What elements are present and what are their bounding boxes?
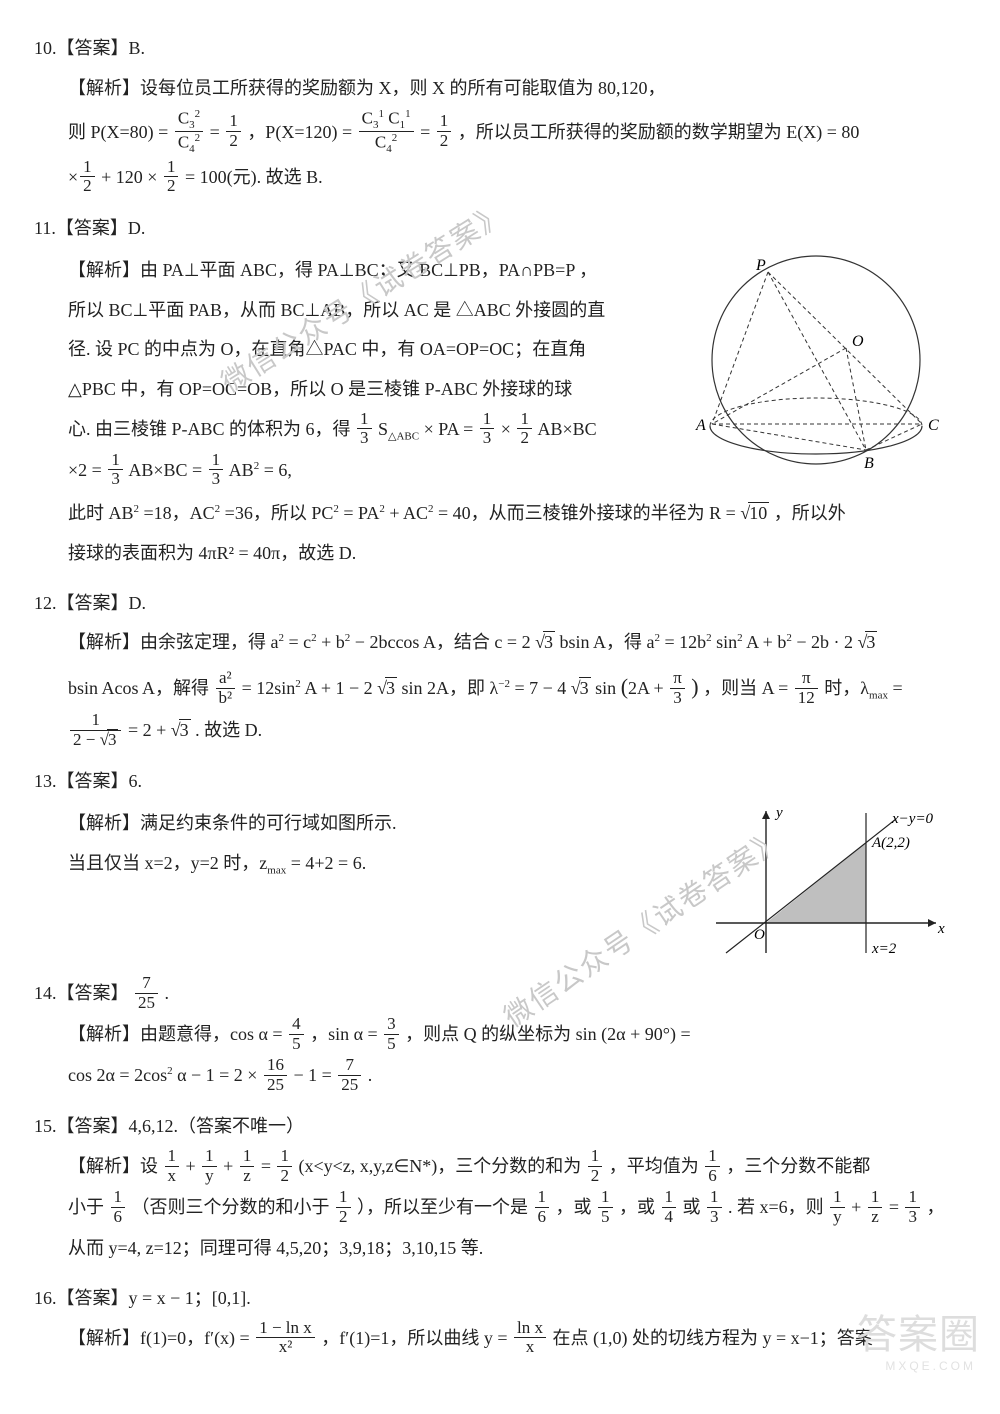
svg-text:y: y xyxy=(774,805,783,821)
text-line: 从而 y=4, z=12；同理可得 4,5,20；3,9,18；3,10,15 … xyxy=(68,1230,966,1268)
text-line: ×2 = 13 AB×BC = 13 AB2 = 6, xyxy=(68,452,654,491)
text-line: 心. 由三棱锥 P-ABC 的体积为 6，得 13 S△ABC × PA = 1… xyxy=(68,411,654,450)
svg-text:x: x xyxy=(937,921,945,937)
text-line: 【解析】由 PA⊥平面 ABC，得 PA⊥BC；又 BC⊥PB，PA∩PB=P … xyxy=(68,252,654,290)
label-P: P xyxy=(755,257,766,274)
figure-linear-program: O x y x−y=0 x=2 A(2,2) xyxy=(706,803,966,963)
text-line: 【解析】设 1x + 1y + 1z = 12 (x<y<z, x,y,z∈N*… xyxy=(68,1148,966,1187)
text-line: 接球的表面积为 4πR² = 40π，故选 D. xyxy=(68,535,966,573)
label-C: C xyxy=(928,417,939,434)
problem-12: 12.【答案】D. 【解析】由余弦定理，得 a2 = c2 + b2 − 2bc… xyxy=(34,585,966,752)
text-line: 【解析】由余弦定理，得 a2 = c2 + b2 − 2bccos A，结合 c… xyxy=(68,624,966,662)
svg-text:A(2,2): A(2,2) xyxy=(871,835,910,851)
text-line: 当且仅当 x=2，y=2 时，zmax = 4+2 = 6. xyxy=(68,845,694,883)
answer-header: 15.【答案】4,6,12.（答案不唯一） xyxy=(34,1108,966,1146)
svg-text:x=2: x=2 xyxy=(871,941,897,957)
problem-10: 10.【答案】B. 【解析】设每位员工所获得的奖励额为 X，则 X 的所有可能取… xyxy=(34,30,966,198)
figure-sphere: A B C O P xyxy=(666,250,966,480)
text-line: 【解析】由题意得，cos α = 45 ，sin α = 35 ，则点 Q 的纵… xyxy=(68,1016,966,1055)
svg-text:x−y=0: x−y=0 xyxy=(891,811,934,827)
text-line: 【解析】f(1)=0，f′(x) = 1 − ln xx² ，f′(1)=1，所… xyxy=(68,1320,966,1359)
text-line: 所以 BC⊥平面 PAB，从而 BC⊥AB，所以 AC 是 △ABC 外接圆的直 xyxy=(68,292,654,330)
text-line: 此时 AB2 =18，AC2 =36，所以 PC2 = PA2 + AC2 = … xyxy=(68,495,966,533)
text-line: cos 2α = 2cos2 α − 1 = 2 × 1625 − 1 = 72… xyxy=(68,1057,966,1096)
problem-14: 14.【答案】 725 . 【解析】由题意得，cos α = 45 ，sin α… xyxy=(34,975,966,1096)
answer-header: 13.【答案】6. xyxy=(34,763,966,801)
label-B: B xyxy=(864,455,874,472)
problem-15: 15.【答案】4,6,12.（答案不唯一） 【解析】设 1x + 1y + 1z… xyxy=(34,1108,966,1268)
answer-header: 14.【答案】 725 . xyxy=(34,975,966,1014)
text-line: 径. 设 PC 的中点为 O，在直角△PAC 中，有 OA=OP=OC；在直角 xyxy=(68,331,654,369)
text-line: 【解析】设每位员工所获得的奖励额为 X，则 X 的所有可能取值为 80,120， xyxy=(68,70,966,108)
answer-header: 16.【答案】y = x − 1；[0,1]. xyxy=(34,1280,966,1318)
label-A: A xyxy=(695,417,706,434)
text-line: 小于 16 （否则三个分数的和小于 12 ），所以至少有一个是 16 ，或 15… xyxy=(68,1189,966,1228)
answer-header: 12.【答案】D. xyxy=(34,585,966,623)
text-line: 12 − 3 = 2 + 3 . 故选 D. xyxy=(68,712,966,751)
text-line: 【解析】满足约束条件的可行域如图所示. xyxy=(68,805,694,843)
label-O: O xyxy=(852,333,864,350)
problem-11: 11.【答案】D. 【解析】由 PA⊥平面 ABC，得 PA⊥BC；又 BC⊥P… xyxy=(34,210,966,573)
answer-header: 11.【答案】D. xyxy=(34,210,966,248)
answer-header: 10.【答案】B. xyxy=(34,30,966,68)
text-line: △PBC 中，有 OP=OC=OB，所以 O 是三棱锥 P-ABC 外接球的球 xyxy=(68,371,654,409)
problem-13: 13.【答案】6. 【解析】满足约束条件的可行域如图所示. 当且仅当 x=2，y… xyxy=(34,763,966,963)
text-line: bsin Acos A，解得 a²b² = 12sin2 A + 1 − 2 3… xyxy=(68,664,966,710)
problem-16: 16.【答案】y = x − 1；[0,1]. 【解析】f(1)=0，f′(x)… xyxy=(34,1280,966,1359)
text-line: 则 P(X=80) = C32C42 = 12 ，P(X=120) = C31 … xyxy=(68,110,966,157)
svg-text:O: O xyxy=(754,927,765,943)
text-line: ×12 + 120 × 12 = 100(元). 故选 B. xyxy=(68,159,966,198)
